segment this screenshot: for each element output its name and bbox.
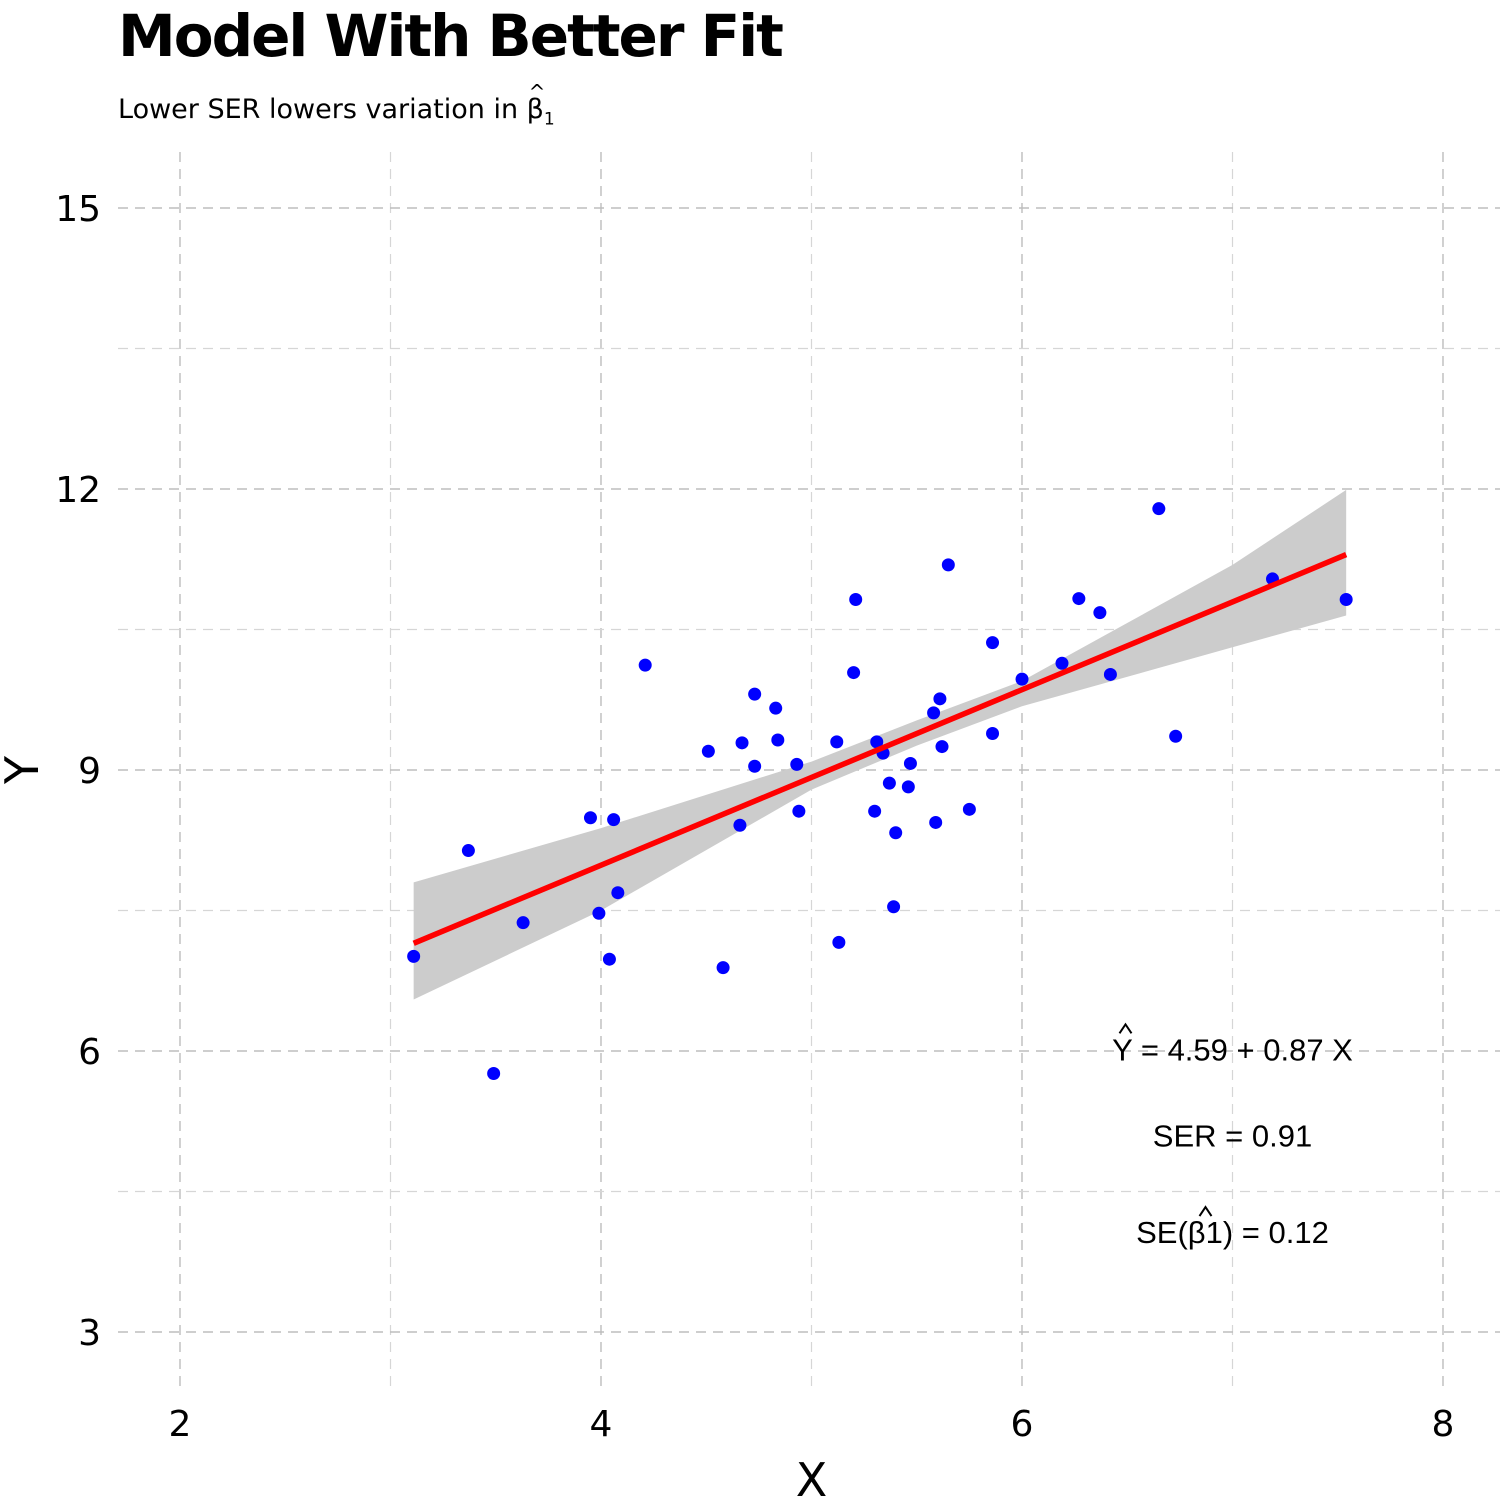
subtitle-text: Lower SER lowers variation in [118, 94, 527, 125]
data-point-31 [903, 756, 917, 770]
data-point-5 [592, 906, 606, 920]
data-point-13 [735, 736, 749, 750]
data-point-1 [461, 844, 475, 858]
x-tick-label-8: 8 [1432, 1404, 1455, 1445]
data-point-33 [929, 815, 943, 829]
data-point-40 [1015, 672, 1029, 686]
y-tick-label-15: 15 [55, 189, 101, 230]
data-point-17 [771, 733, 785, 747]
data-point-29 [889, 826, 903, 840]
data-point-45 [1152, 502, 1166, 516]
data-point-0 [407, 949, 421, 963]
data-point-2 [487, 1066, 501, 1080]
equation-hat-mark [1118, 1022, 1133, 1034]
data-point-38 [986, 726, 1000, 740]
data-point-37 [962, 802, 976, 816]
annotation-equation: Y = 4.59 + 0.87 X [1112, 1032, 1353, 1067]
chart-subtitle: Lower SER lowers variation in β1 [118, 80, 555, 130]
data-point-36 [941, 558, 955, 572]
data-point-8 [611, 886, 625, 900]
y-tick-label-9: 9 [78, 751, 101, 792]
se-hat-mark [1198, 1205, 1213, 1217]
data-point-22 [847, 666, 861, 680]
y-tick-label-6: 6 [78, 1032, 101, 1073]
data-point-35 [935, 740, 949, 754]
data-point-42 [1072, 592, 1086, 606]
data-point-18 [790, 757, 804, 771]
data-point-27 [882, 776, 896, 790]
data-point-28 [887, 900, 901, 914]
data-point-14 [748, 687, 762, 701]
data-point-48 [1339, 593, 1353, 607]
y-axis-title: Y [0, 755, 49, 785]
data-point-44 [1103, 667, 1117, 681]
data-point-12 [733, 818, 747, 832]
data-point-3 [516, 916, 530, 930]
data-point-41 [1055, 656, 1069, 670]
chart-title: Model With Better Fit [118, 2, 784, 70]
subtitle-beta-subscript: 1 [543, 109, 555, 130]
data-point-23 [849, 593, 863, 607]
fit-line-group [412, 552, 1348, 946]
data-point-39 [986, 636, 1000, 650]
regression-line [412, 552, 1348, 946]
data-point-10 [701, 744, 715, 758]
data-point-34 [933, 692, 947, 706]
data-point-24 [868, 804, 882, 818]
data-point-43 [1093, 606, 1107, 620]
x-axis-title: X [796, 1453, 828, 1507]
data-point-32 [927, 706, 941, 720]
data-point-16 [769, 701, 783, 715]
data-point-25 [870, 735, 884, 749]
data-point-9 [638, 658, 652, 672]
axis-titles: XY [0, 755, 827, 1507]
data-point-4 [583, 811, 597, 825]
x-tick-label-6: 6 [1011, 1404, 1034, 1445]
x-tick-label-4: 4 [590, 1404, 613, 1445]
data-point-6 [602, 952, 616, 966]
data-point-19 [792, 804, 806, 818]
annotations: Y = 4.59 + 0.87 X SER = 0.91 SE(β1) = 0.12 [1112, 1022, 1353, 1250]
annotation-ser: SER = 0.91 [1153, 1119, 1312, 1154]
tick-labels: 2 4 6 8 3 6 9 12 15 [55, 189, 1454, 1445]
data-point-7 [607, 813, 621, 827]
data-point-46 [1169, 729, 1183, 743]
subtitle-beta-hat: β [527, 80, 546, 125]
data-point-15 [748, 759, 762, 773]
data-points [407, 502, 1353, 1080]
data-point-21 [832, 935, 846, 949]
y-tick-label-3: 3 [78, 1313, 101, 1354]
data-point-30 [901, 780, 915, 794]
annotation-se: SE(β1) = 0.12 [1136, 1215, 1329, 1250]
data-point-11 [716, 961, 730, 975]
y-tick-label-12: 12 [55, 470, 101, 511]
x-tick-label-2: 2 [169, 1404, 192, 1445]
data-point-20 [830, 735, 844, 749]
